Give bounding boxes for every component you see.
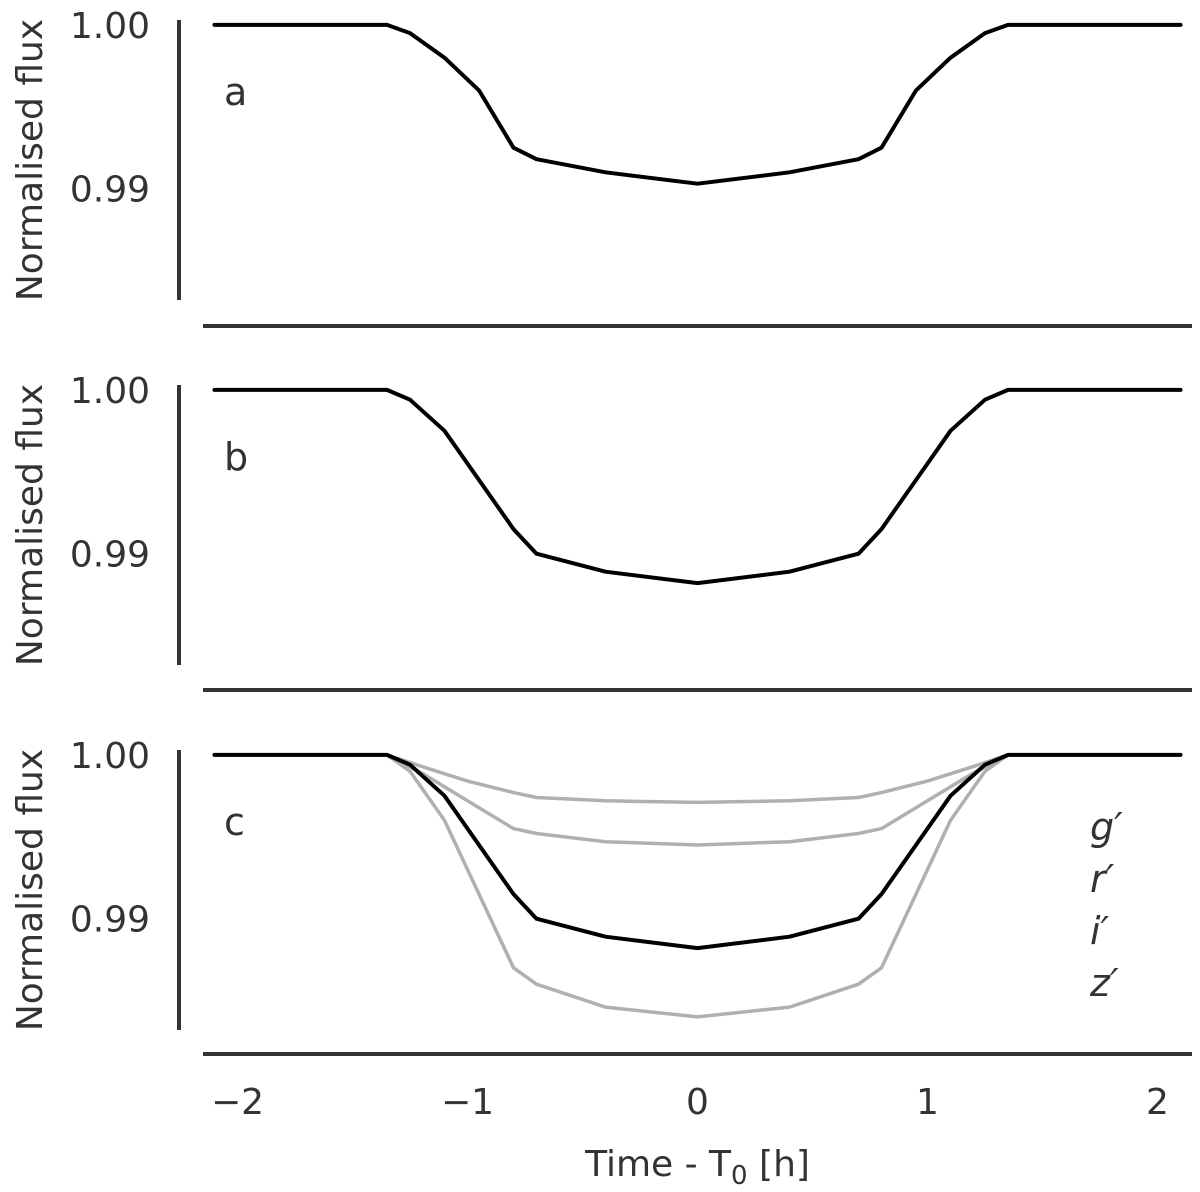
series-line-3: [212, 753, 1183, 1019]
x-axis-label-unit: [h]: [748, 1144, 810, 1185]
x-axis-label: Time - T0 [h]: [584, 1144, 810, 1191]
y-axis-label: Normalised flux: [10, 749, 51, 1031]
x-tick-label: 1: [916, 1082, 939, 1123]
series-line-2: [212, 753, 1183, 847]
y-tick-label: 1.00: [70, 6, 150, 47]
panel-label: b: [224, 435, 248, 479]
y-tick-label: 0.99: [70, 170, 150, 211]
y-tick-label: 1.00: [70, 371, 150, 412]
band-label: g′: [1090, 805, 1123, 849]
y-tick-label: 1.00: [70, 736, 150, 777]
series-line-1: [212, 22, 1183, 186]
panel-label: a: [224, 70, 247, 114]
panel-c: 0.99 1.00 Normalised flux c g′ r′ i′ z′ −2 −1 0 1 2 T…: [10, 736, 1192, 1191]
panel-a: 0.99 1.00 Normalised flux a: [10, 6, 1192, 328]
x-axis-label-main: Time - T: [584, 1144, 732, 1185]
x-tick-label: −1: [441, 1082, 494, 1123]
band-label: z′: [1089, 961, 1119, 1005]
panel-b: 0.99 1.00 Normalised flux b: [10, 371, 1192, 692]
series-line-4: [212, 752, 1183, 951]
series-line-1: [212, 753, 1183, 805]
band-label: i′: [1090, 909, 1110, 953]
series-line-1: [212, 387, 1183, 586]
y-tick-label: 0.99: [70, 535, 150, 576]
y-axis-label: Normalised flux: [10, 384, 51, 666]
x-axis-label-subscript: 0: [731, 1161, 748, 1191]
y-tick-label: 0.99: [70, 900, 150, 941]
panel-label: c: [224, 800, 245, 844]
band-label: r′: [1090, 857, 1115, 901]
x-tick-label: 0: [686, 1082, 709, 1123]
y-axis-label: Normalised flux: [10, 19, 51, 301]
x-tick-label: −2: [211, 1082, 264, 1123]
x-tick-label: 2: [1146, 1082, 1169, 1123]
